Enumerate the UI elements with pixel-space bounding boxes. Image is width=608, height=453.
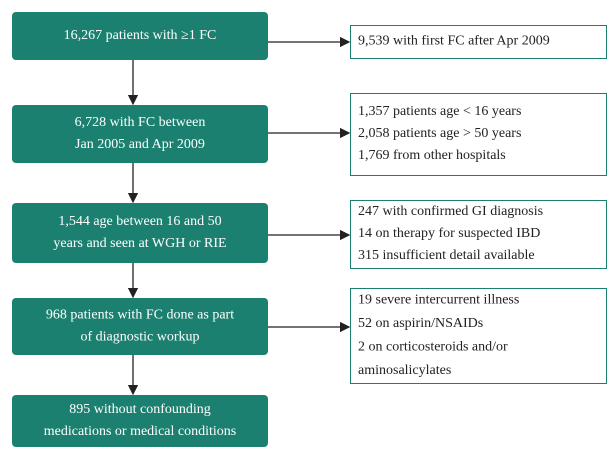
step-box <box>12 12 268 60</box>
step-text: 16,267 patients with ≥1 FC <box>64 28 217 43</box>
step-text: 1,544 age between 16 and 50 <box>58 214 221 229</box>
exclusion-box <box>350 200 607 269</box>
exclusion-text: 9,539 with first FC after Apr 2009 <box>358 34 550 49</box>
step-text: 895 without confounding <box>69 402 211 417</box>
exclusion-text: 2 on corticosteroids and/or <box>358 339 508 354</box>
exclusion-box <box>350 25 607 59</box>
step-box <box>12 298 268 355</box>
exclusion-text: aminosalicylates <box>358 363 451 378</box>
exclusion-text: 1,769 from other hospitals <box>358 148 506 163</box>
step-text: 968 patients with FC done as part <box>46 308 234 323</box>
step-text: of diagnostic workup <box>81 330 200 345</box>
exclusion-text: 14 on therapy for suspected IBD <box>358 226 540 241</box>
step-text: 6,728 with FC between <box>75 115 206 130</box>
step-box <box>12 203 268 263</box>
exclusion-text: 1,357 patients age < 16 years <box>358 104 521 119</box>
step-text: Jan 2005 and Apr 2009 <box>75 137 205 152</box>
step-text: medications or medical conditions <box>44 424 236 439</box>
exclusion-text: 247 with confirmed GI diagnosis <box>358 204 543 219</box>
exclusion-box <box>350 288 607 384</box>
exclusion-box <box>350 93 607 176</box>
step-text: years and seen at WGH or RIE <box>53 236 226 251</box>
exclusion-text: 2,058 patients age > 50 years <box>358 126 521 141</box>
exclusion-text: 315 insufficient detail available <box>358 248 535 263</box>
exclusion-text: 52 on aspirin/NSAIDs <box>358 316 483 331</box>
step-box <box>12 395 268 447</box>
step-box <box>12 105 268 163</box>
exclusion-text: 19 severe intercurrent illness <box>358 292 519 307</box>
